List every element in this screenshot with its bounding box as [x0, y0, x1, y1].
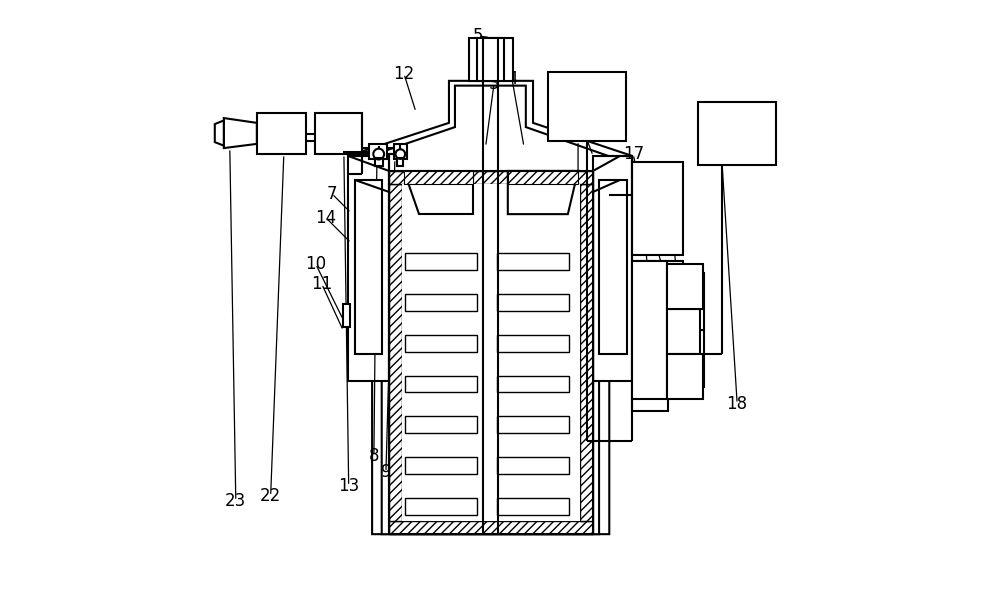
Bar: [257, 113, 306, 154]
Bar: [375, 158, 383, 166]
Bar: [667, 309, 700, 354]
Bar: [355, 180, 382, 354]
Text: 15: 15: [555, 75, 577, 93]
Bar: [668, 273, 704, 330]
Polygon shape: [580, 184, 593, 521]
Bar: [632, 261, 683, 354]
Polygon shape: [389, 171, 593, 184]
Text: 21: 21: [567, 486, 589, 504]
Polygon shape: [508, 171, 578, 184]
Bar: [315, 113, 362, 154]
Bar: [405, 335, 477, 351]
Bar: [348, 156, 389, 381]
Bar: [405, 498, 477, 515]
Bar: [405, 294, 477, 311]
Text: 7: 7: [327, 185, 337, 203]
Polygon shape: [389, 184, 402, 521]
Bar: [405, 416, 477, 433]
Bar: [497, 458, 569, 474]
Bar: [667, 354, 703, 399]
Bar: [405, 253, 477, 270]
Text: 11: 11: [311, 275, 332, 293]
Text: 20: 20: [641, 217, 662, 235]
Polygon shape: [224, 118, 257, 148]
Text: 6: 6: [464, 507, 474, 525]
Bar: [632, 162, 683, 255]
Bar: [369, 144, 387, 159]
Text: 10: 10: [305, 255, 326, 273]
Polygon shape: [215, 121, 224, 145]
Text: 16: 16: [632, 203, 653, 221]
Polygon shape: [348, 81, 632, 534]
Text: 18: 18: [727, 395, 748, 413]
Bar: [477, 38, 504, 81]
Bar: [397, 158, 403, 166]
Text: 3: 3: [489, 75, 499, 93]
Text: 22: 22: [260, 487, 281, 505]
Polygon shape: [508, 171, 578, 214]
Polygon shape: [404, 171, 473, 214]
Bar: [469, 38, 513, 81]
Bar: [394, 144, 407, 159]
Bar: [593, 156, 632, 381]
Text: 1: 1: [451, 507, 462, 525]
Bar: [497, 376, 569, 393]
Bar: [548, 72, 626, 141]
Text: 19: 19: [662, 227, 683, 245]
Polygon shape: [389, 521, 593, 534]
Bar: [632, 357, 668, 411]
Text: 9: 9: [381, 464, 391, 481]
Bar: [497, 498, 569, 515]
Bar: [668, 330, 704, 387]
Bar: [402, 184, 580, 521]
Text: 5: 5: [473, 27, 483, 45]
Text: 4: 4: [507, 70, 517, 88]
Bar: [497, 294, 569, 311]
Text: 8: 8: [369, 447, 379, 465]
Bar: [667, 264, 703, 309]
Bar: [632, 261, 667, 399]
Bar: [599, 180, 627, 354]
Bar: [497, 253, 569, 270]
Bar: [405, 376, 477, 393]
Polygon shape: [358, 85, 620, 534]
Bar: [497, 416, 569, 433]
Text: 23: 23: [225, 492, 246, 510]
Text: 2: 2: [475, 507, 486, 525]
Text: 12: 12: [393, 65, 415, 82]
Bar: [343, 304, 350, 327]
Bar: [497, 335, 569, 351]
Text: 14: 14: [315, 208, 336, 227]
Text: 17: 17: [623, 145, 644, 163]
Bar: [405, 458, 477, 474]
Text: 13: 13: [338, 477, 359, 495]
Bar: [698, 102, 776, 165]
Polygon shape: [404, 171, 473, 184]
